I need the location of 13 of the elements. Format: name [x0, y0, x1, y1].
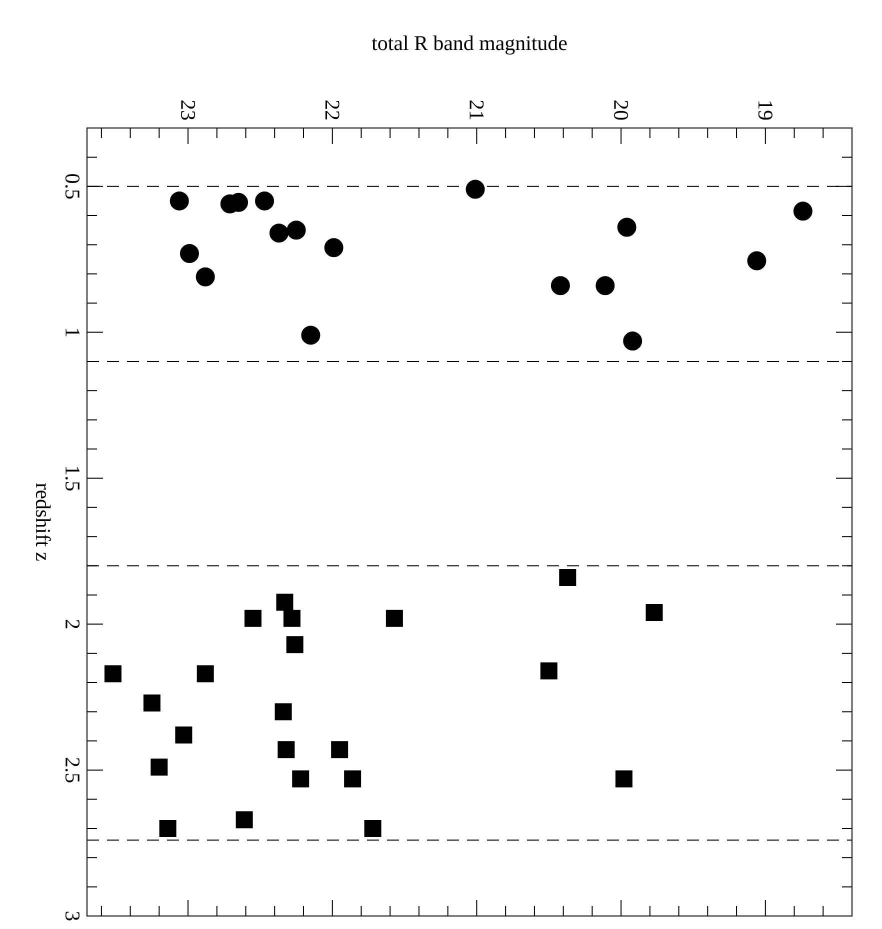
y-tick-label: 3	[65, 912, 80, 920]
x-tick-label: 21	[470, 100, 484, 120]
x-tick-label: 22	[325, 100, 340, 120]
y-tick-label: 1	[66, 328, 80, 336]
y-tick-label: 2.5	[65, 758, 80, 782]
y-tick-label: 1.5	[65, 466, 80, 490]
y-axis-title: redshift z	[36, 483, 51, 561]
y-tick-label: 2	[66, 620, 80, 628]
x-tick-label: 23	[181, 100, 196, 120]
x-tick-label: 19	[758, 101, 772, 120]
x-tick-label: 20	[614, 100, 628, 120]
y-tick-label: 0.5	[65, 174, 80, 199]
x-axis-title: total R band magnitude	[372, 35, 567, 55]
